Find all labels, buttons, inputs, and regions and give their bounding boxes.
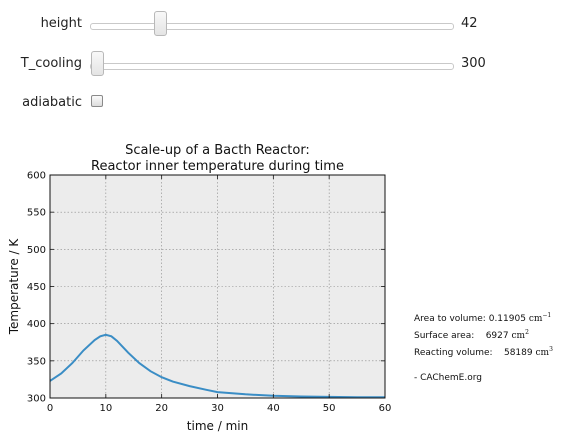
credit-text: - CAChemE.org — [414, 373, 482, 383]
y-tick-label: 600 — [27, 171, 46, 182]
chart-subtitle: Reactor inner temperature during time — [91, 159, 344, 174]
x-axis-label: time / min — [187, 419, 248, 433]
y-tick-label: 450 — [27, 282, 46, 293]
chart-title: Scale-up of a Bacth Reactor: — [125, 143, 310, 158]
surface-area-unit: cm — [511, 331, 526, 341]
y-tick-label: 500 — [27, 245, 46, 256]
y-tick-label: 400 — [27, 319, 46, 330]
area-to-volume-row: Area to volume: 0.11905 cm−1 — [414, 312, 551, 324]
surface-area-label: Surface area: — [414, 331, 475, 341]
t-cooling-label: T_cooling — [20, 56, 82, 71]
area-to-volume-unit: cm — [528, 314, 543, 324]
height-value: 42 — [461, 16, 478, 31]
reacting-volume-row: Reacting volume: 58189 cm3 — [414, 346, 553, 358]
y-axis-label: Temperature / K — [7, 238, 21, 336]
x-tick-label: 60 — [379, 403, 392, 414]
t-cooling-value: 300 — [461, 56, 486, 71]
surface-area-row: Surface area: 6927 cm2 — [414, 329, 529, 341]
x-tick-label: 50 — [323, 403, 336, 414]
area-to-volume-exponent: −1 — [542, 312, 552, 319]
reacting-volume-exponent: 3 — [549, 346, 553, 353]
area-to-volume-label: Area to volume: — [414, 314, 486, 324]
height-slider-handle[interactable] — [153, 11, 167, 36]
adiabatic-label: adiabatic — [22, 95, 82, 110]
adiabatic-checkbox[interactable] — [91, 95, 103, 107]
temperature-series-line — [49, 333, 385, 399]
x-tick-label: 0 — [47, 403, 53, 414]
height-label: height — [40, 16, 82, 31]
x-tick-label: 40 — [267, 403, 280, 414]
t-cooling-slider-handle[interactable] — [91, 51, 104, 76]
t-cooling-slider-track[interactable] — [90, 63, 454, 70]
reacting-volume-unit: cm — [535, 348, 550, 358]
reacting-volume-label: Reacting volume: — [414, 348, 493, 358]
x-tick-label: 10 — [99, 403, 112, 414]
x-tick-label: 30 — [211, 403, 224, 414]
height-slider-track[interactable] — [90, 23, 454, 30]
area-to-volume-value: 0.11905 — [488, 314, 526, 324]
y-tick-label: 550 — [27, 208, 46, 219]
reacting-volume-value: 58189 — [503, 348, 533, 358]
y-tick-label: 350 — [27, 356, 46, 367]
surface-area-value: 6927 — [485, 331, 509, 341]
surface-area-exponent: 2 — [525, 329, 529, 336]
x-tick-label: 20 — [155, 403, 168, 414]
y-tick-label: 300 — [27, 394, 46, 405]
